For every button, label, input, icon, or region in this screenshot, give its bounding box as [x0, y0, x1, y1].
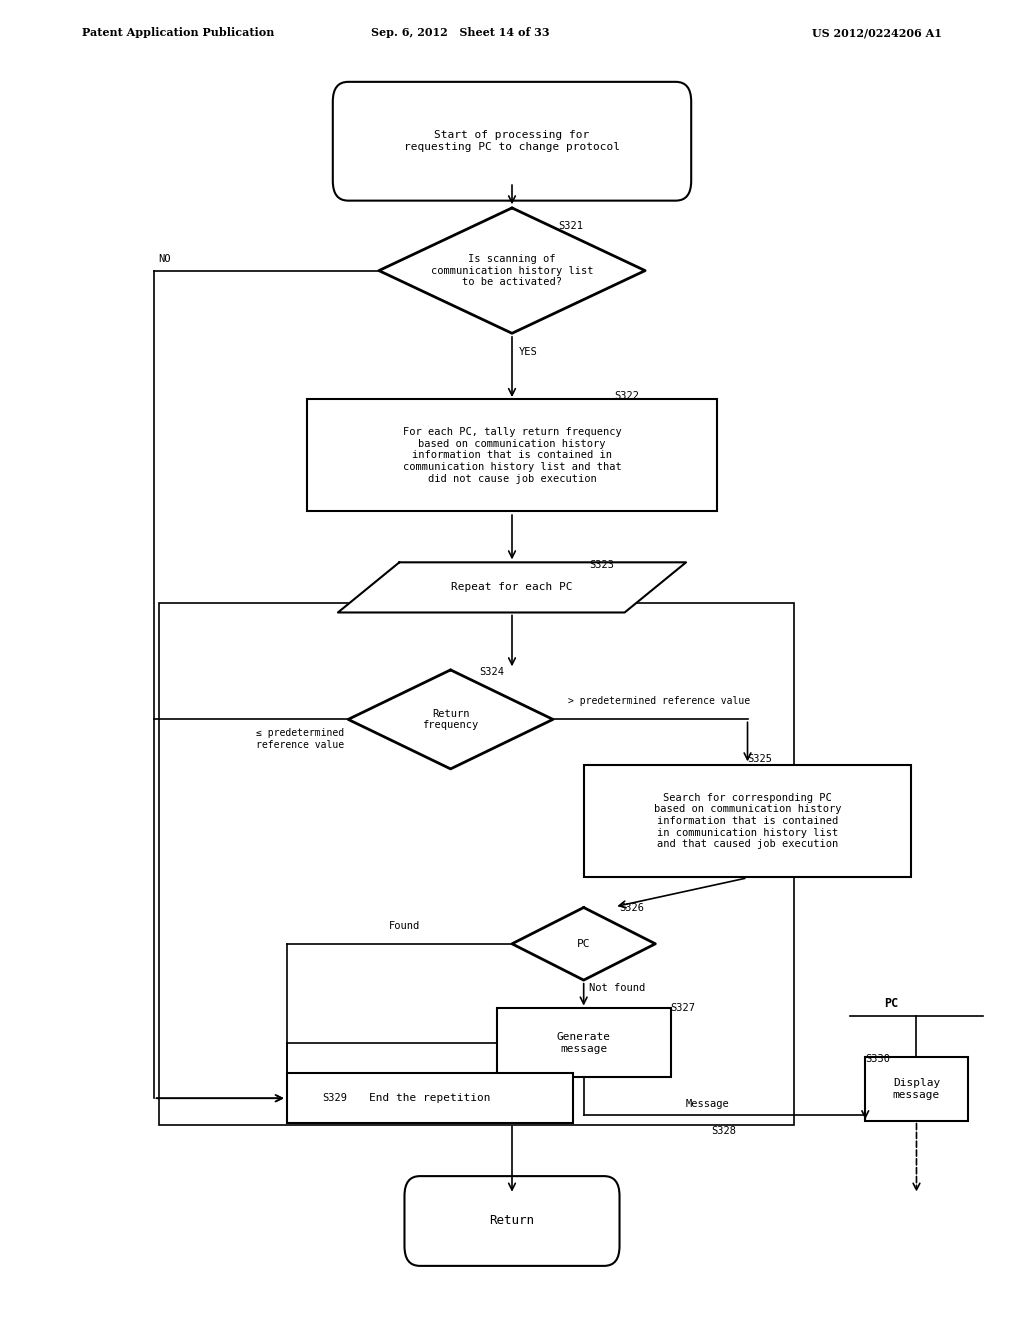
Text: Not found: Not found: [589, 983, 645, 994]
Bar: [584, 764, 911, 876]
Text: Return
frequency: Return frequency: [423, 709, 478, 730]
Text: Start of processing for
requesting PC to change protocol: Start of processing for requesting PC to…: [404, 131, 620, 152]
FancyBboxPatch shape: [333, 82, 691, 201]
Text: S326: S326: [620, 903, 644, 913]
Text: S323: S323: [589, 560, 613, 570]
Text: S322: S322: [614, 391, 639, 401]
Polygon shape: [512, 908, 655, 979]
Text: Return: Return: [489, 1214, 535, 1228]
Bar: [865, 1057, 968, 1121]
Text: S330: S330: [865, 1053, 890, 1064]
Text: S328: S328: [712, 1126, 736, 1137]
Text: Repeat for each PC: Repeat for each PC: [452, 582, 572, 593]
Text: Generate
message: Generate message: [557, 1032, 610, 1053]
Text: S324: S324: [479, 667, 504, 677]
Polygon shape: [338, 562, 686, 612]
Text: PC: PC: [884, 997, 898, 1010]
Text: S327: S327: [671, 1003, 695, 1014]
Text: Message: Message: [686, 1098, 730, 1109]
Polygon shape: [348, 671, 553, 768]
Text: Patent Application Publication: Patent Application Publication: [82, 28, 274, 38]
Text: For each PC, tally return frequency
based on communication history
information t: For each PC, tally return frequency base…: [402, 428, 622, 483]
Text: Is scanning of
communication history list
to be activated?: Is scanning of communication history lis…: [431, 253, 593, 288]
Bar: [497, 1008, 671, 1077]
Text: > predetermined reference value: > predetermined reference value: [568, 696, 751, 706]
Text: S329: S329: [323, 1093, 347, 1104]
Text: End the repetition: End the repetition: [370, 1093, 490, 1104]
FancyBboxPatch shape: [404, 1176, 620, 1266]
Text: Found: Found: [389, 920, 421, 931]
Text: Sep. 6, 2012   Sheet 14 of 33: Sep. 6, 2012 Sheet 14 of 33: [372, 28, 550, 38]
Text: Display
message: Display message: [893, 1078, 940, 1100]
Bar: [307, 399, 717, 511]
Text: S321: S321: [558, 220, 583, 231]
Text: YES: YES: [519, 347, 538, 358]
Polygon shape: [379, 207, 645, 333]
Text: NO: NO: [159, 253, 171, 264]
Text: FIG. 14: FIG. 14: [481, 92, 543, 106]
Text: ≤ predetermined
reference value: ≤ predetermined reference value: [256, 729, 344, 750]
Text: US 2012/0224206 A1: US 2012/0224206 A1: [812, 28, 942, 38]
Text: Search for corresponding PC
based on communication history
information that is c: Search for corresponding PC based on com…: [653, 793, 842, 849]
Bar: [287, 1073, 573, 1123]
Bar: [159, 603, 794, 1125]
Text: PC: PC: [577, 939, 591, 949]
Text: S325: S325: [748, 754, 772, 764]
